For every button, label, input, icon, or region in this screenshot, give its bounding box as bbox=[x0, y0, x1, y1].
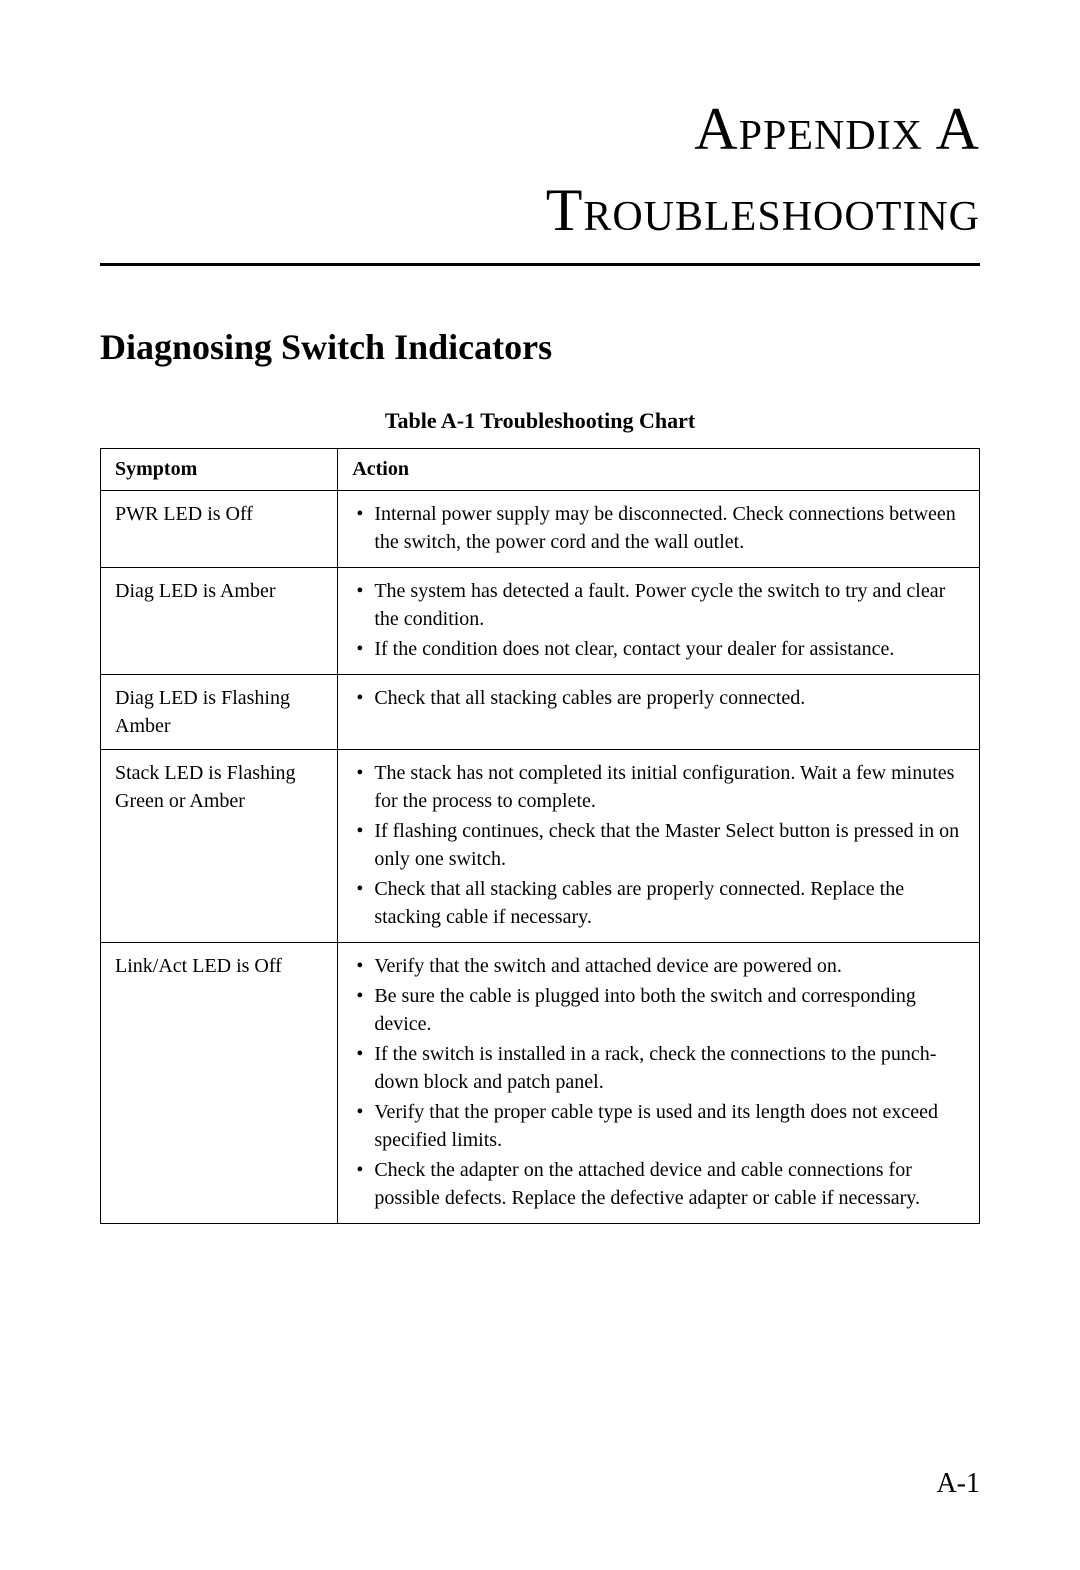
symptom-cell: Stack LED is Flashing Green or Amber bbox=[101, 750, 338, 943]
action-item: The system has detected a fault. Power c… bbox=[352, 577, 965, 633]
action-list: Verify that the switch and attached devi… bbox=[352, 952, 965, 1212]
symptom-cell: Link/Act LED is Off bbox=[101, 943, 338, 1224]
action-item: Check the adapter on the attached device… bbox=[352, 1156, 965, 1212]
appendix-label: Appendix A bbox=[100, 95, 980, 164]
action-item: If the condition does not clear, contact… bbox=[352, 635, 965, 663]
symptom-cell: Diag LED is Flashing Amber bbox=[101, 675, 338, 750]
table-row: PWR LED is OffInternal power supply may … bbox=[101, 491, 980, 568]
action-cell: Internal power supply may be disconnecte… bbox=[338, 491, 980, 568]
action-cell: Check that all stacking cables are prope… bbox=[338, 675, 980, 750]
action-cell: The stack has not completed its initial … bbox=[338, 750, 980, 943]
action-list: Check that all stacking cables are prope… bbox=[352, 684, 965, 712]
action-item: Verify that the proper cable type is use… bbox=[352, 1098, 965, 1154]
page-title: Troubleshooting bbox=[100, 176, 980, 245]
action-item: Check that all stacking cables are prope… bbox=[352, 684, 965, 712]
action-item: Check that all stacking cables are prope… bbox=[352, 875, 965, 931]
table-row: Diag LED is Flashing Amber Check that all… bbox=[101, 675, 980, 750]
action-cell: Verify that the switch and attached devi… bbox=[338, 943, 980, 1224]
page-number: A-1 bbox=[936, 1468, 980, 1500]
column-header-symptom: Symptom bbox=[101, 449, 338, 491]
action-item: The stack has not completed its initial … bbox=[352, 759, 965, 815]
action-list: Internal power supply may be disconnecte… bbox=[352, 500, 965, 556]
symptom-cell: Diag LED is Amber bbox=[101, 568, 338, 675]
action-item: If the switch is installed in a rack, ch… bbox=[352, 1040, 965, 1096]
table-header-row: Symptom Action bbox=[101, 449, 980, 491]
action-item: Verify that the switch and attached devi… bbox=[352, 952, 965, 980]
action-list: The system has detected a fault. Power c… bbox=[352, 577, 965, 663]
column-header-action: Action bbox=[338, 449, 980, 491]
table-row: Diag LED is AmberThe system has detected… bbox=[101, 568, 980, 675]
symptom-cell: PWR LED is Off bbox=[101, 491, 338, 568]
action-item: Internal power supply may be disconnecte… bbox=[352, 500, 965, 556]
action-cell: The system has detected a fault. Power c… bbox=[338, 568, 980, 675]
header-section: Appendix A Troubleshooting bbox=[100, 95, 980, 245]
action-item: If flashing continues, check that the Ma… bbox=[352, 817, 965, 873]
table-row: Link/Act LED is Off Verify that the switc… bbox=[101, 943, 980, 1224]
troubleshooting-table: Symptom Action PWR LED is OffInternal po… bbox=[100, 448, 980, 1224]
table-row: Stack LED is Flashing Green or AmberThe … bbox=[101, 750, 980, 943]
section-heading: Diagnosing Switch Indicators bbox=[100, 326, 980, 368]
action-item: Be sure the cable is plugged into both t… bbox=[352, 982, 965, 1038]
table-title: Table A-1 Troubleshooting Chart bbox=[100, 408, 980, 434]
action-list: The stack has not completed its initial … bbox=[352, 759, 965, 931]
horizontal-rule bbox=[100, 263, 980, 266]
